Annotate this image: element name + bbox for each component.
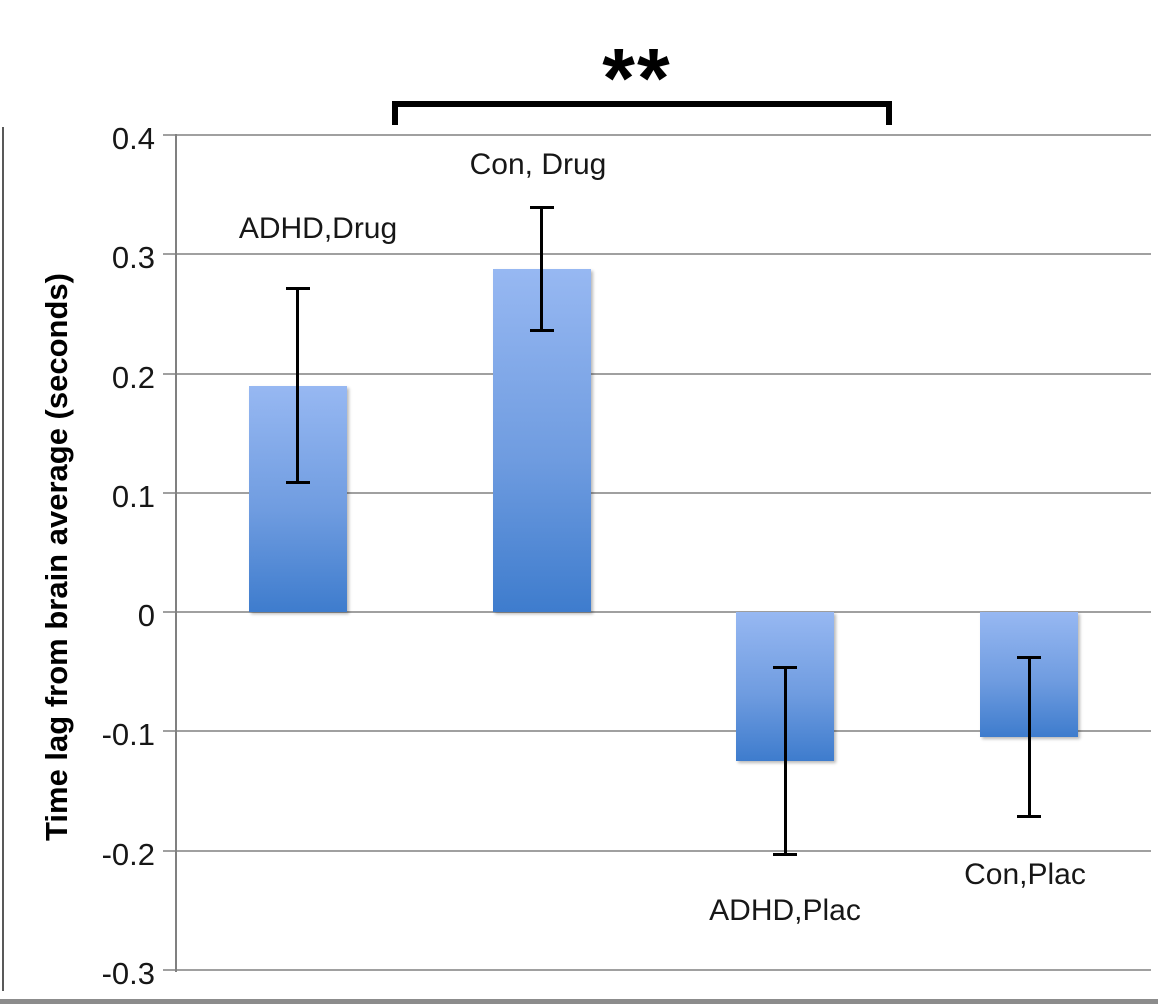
significance-bracket-bar — [392, 101, 892, 107]
error-bar-bottom-cap — [285, 481, 310, 485]
category-label: ADHD,Drug — [238, 212, 398, 245]
category-label: Con, Drug — [469, 148, 607, 181]
error-bar-bottom-cap — [1017, 815, 1042, 819]
gridline — [163, 372, 1151, 375]
y-axis-line — [175, 134, 177, 972]
y-tick-label: 0.3 — [111, 240, 155, 276]
gridline — [163, 730, 1151, 733]
error-bar-line — [1027, 657, 1031, 818]
error-bar-top-cap — [285, 286, 310, 290]
error-bar-line — [783, 667, 787, 856]
error-bar-bottom-cap — [529, 328, 554, 332]
gridline — [163, 969, 1151, 971]
y-tick-label: 0.4 — [111, 121, 155, 156]
y-tick-label: 0 — [137, 598, 155, 634]
error-bar-bottom-cap — [773, 853, 798, 857]
left-frame-line — [2, 127, 4, 991]
error-bar-line — [296, 287, 300, 484]
bottom-frame-bar — [0, 999, 1158, 1004]
y-axis-title: Time lag from brain average (seconds) — [39, 273, 74, 841]
significance-bracket-right-tick — [886, 101, 892, 125]
error-bar-top-cap — [773, 666, 798, 669]
error-bar-top-cap — [529, 205, 554, 209]
gridline — [163, 134, 1151, 136]
y-tick-label: -0.2 — [101, 836, 155, 872]
significance-stars: ** — [602, 31, 672, 125]
category-label: Con,Plac — [964, 858, 1086, 891]
significance-bracket-left-tick — [392, 101, 398, 125]
y-tick-label: -0.1 — [101, 717, 155, 753]
gridline — [163, 491, 1151, 494]
y-tick-label: 0.1 — [111, 478, 155, 514]
error-bar-line — [540, 206, 544, 331]
y-tick-label: 0.2 — [111, 359, 155, 395]
gridline — [163, 849, 1151, 852]
gridline — [163, 253, 1151, 256]
error-bar-top-cap — [1017, 656, 1042, 660]
category-label: ADHD,Plac — [709, 894, 861, 927]
gridline — [163, 611, 1151, 614]
y-tick-label: -0.3 — [101, 956, 155, 991]
